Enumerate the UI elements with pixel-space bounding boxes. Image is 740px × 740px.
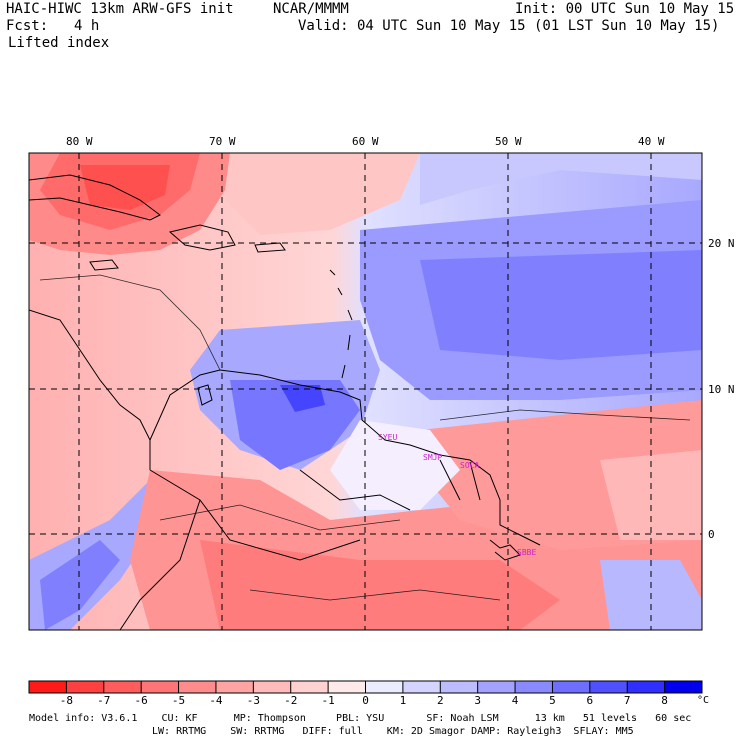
station-smjp: SMJP (423, 453, 442, 462)
colorbar-tick-label: -6 (135, 694, 148, 707)
colorbar-swatch (253, 681, 292, 693)
puerto-rico-coastline (254, 242, 286, 253)
colorbar-swatch (290, 681, 329, 693)
map-title: HAIC-HIWC 13km ARW-GFS init (6, 1, 234, 17)
colorbar-swatch (365, 681, 404, 693)
station-sbbe: SBBE (517, 548, 536, 557)
colorbar-tick-label: 6 (587, 694, 594, 707)
colorbar-swatch (552, 681, 591, 693)
colorbar-swatch (477, 681, 516, 693)
colorbar-tick-label: -4 (209, 694, 223, 707)
jamaica-coastline (89, 259, 119, 271)
station-soca: SOCA (460, 461, 479, 470)
colorbar-tick-label: 1 (400, 694, 407, 707)
init-time: Init: 00 UTC Sun 10 May 15 (515, 1, 735, 17)
lat-label-20n: 20 N (708, 237, 735, 250)
lon-label-80w: 80 W (66, 135, 93, 148)
model-info-line1: Model info: V3.6.1 CU: KF MP: Thompson P… (29, 713, 692, 724)
colorbar-tick-label: 4 (512, 694, 519, 707)
model-info-line2: LW: RRTMG SW: RRTMG DIFF: full KM: 2D Sm… (152, 726, 634, 737)
lon-label-70w: 70 W (209, 135, 236, 148)
colorbar-swatch (66, 681, 105, 693)
colorbar-swatch (589, 681, 628, 693)
colorbar-tick-label: -7 (97, 694, 110, 707)
colorbar-tick-label: -8 (60, 694, 73, 707)
lake-maracaibo (197, 384, 213, 406)
field-name: Lifted index (8, 35, 110, 51)
colorbar-tick-label: -5 (172, 694, 185, 707)
map-frame (28, 152, 703, 631)
model-center: NCAR/MMMM (273, 1, 349, 17)
hispaniola-coastline (168, 224, 236, 251)
forecast-label: Fcst: (6, 18, 49, 34)
central-america-coastline (29, 309, 151, 470)
lon-label-40w: 40 W (638, 135, 665, 148)
colorbar-tick-label: 3 (474, 694, 481, 707)
colorbar-tick-label: 2 (437, 694, 444, 707)
colorbar-swatch (402, 681, 441, 693)
colorbar-swatch (328, 681, 366, 693)
colorbar-swatch (215, 681, 254, 693)
lon-label-60w: 60 W (352, 135, 379, 148)
colorbar-swatch (178, 681, 217, 693)
forecast-hour: 4 h (74, 18, 100, 34)
colorbar-swatch (664, 681, 703, 693)
country-borders (119, 459, 481, 630)
colorbar-tick-label: -1 (321, 694, 334, 707)
colorbar-tick-label: 7 (624, 694, 631, 707)
colorbar-tick-label: 0 (362, 694, 369, 707)
colorbar-swatch (141, 681, 180, 693)
colorbar-unit: °C (697, 695, 709, 706)
colorbar-swatch (515, 681, 553, 693)
station-syeu: SYEU (378, 433, 397, 442)
colorbar-tick-label: 5 (549, 694, 556, 707)
lat-label-10n: 10 N (708, 383, 735, 396)
cuba-coastline (29, 174, 161, 221)
lat-label-0: 0 (708, 528, 715, 541)
colorbar-tick-label: 8 (661, 694, 668, 707)
colorbar-swatch (103, 681, 142, 693)
lesser-antilles (329, 269, 353, 379)
lon-label-50w: 50 W (495, 135, 522, 148)
colorbar-swatch (627, 681, 666, 693)
south-america-coastline (149, 369, 541, 546)
colorbar-tick-label: -2 (284, 694, 297, 707)
valid-time: Valid: 04 UTC Sun 10 May 15 (01 LST Sun … (298, 18, 720, 34)
colorbar-tick-label: -3 (247, 694, 260, 707)
colorbar-swatch (29, 681, 67, 693)
colorbar-swatch (440, 681, 479, 693)
amazon-mouth (489, 539, 521, 561)
colorbar: -8 -7 -6 -5 -4 -3 -2 -1 0 1 2 3 4 5 6 7 8 °C (28, 680, 709, 707)
